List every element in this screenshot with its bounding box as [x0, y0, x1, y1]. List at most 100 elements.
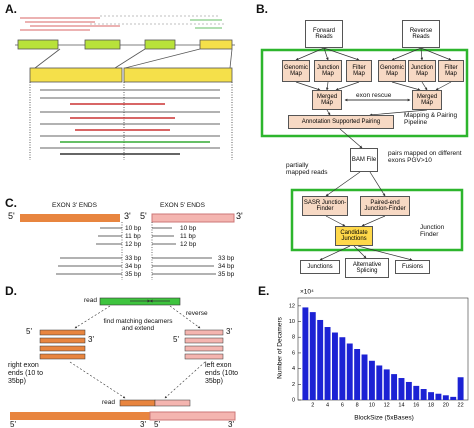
x-tick-label: 16 — [413, 402, 419, 408]
bar — [383, 369, 390, 400]
bar — [368, 360, 375, 400]
node: BAM File — [350, 148, 378, 172]
end-label: 5' — [10, 420, 16, 428]
bar — [435, 393, 442, 400]
panel-label: B. — [256, 2, 268, 16]
bar — [457, 377, 464, 400]
end-label: 3' — [236, 211, 243, 221]
label: read — [84, 297, 98, 304]
note: pairs mapped on different exons PGV>10 — [388, 150, 462, 164]
node: Junctions — [300, 260, 340, 274]
note: exon rescue — [356, 92, 392, 99]
panel-d-art — [10, 297, 236, 421]
end-label: 3' — [140, 420, 146, 428]
length-label: 12 bp — [180, 241, 197, 248]
node: Reverse Reads — [402, 20, 440, 48]
node: Paired-end Junction-Finder — [360, 196, 410, 216]
node: Genomic Map — [282, 60, 310, 82]
length-label: 35 bp — [125, 271, 142, 278]
bar — [376, 365, 383, 400]
x-tick-label: 4 — [326, 402, 329, 408]
panel-label: E. — [258, 284, 270, 298]
node: Filter Map — [438, 60, 464, 82]
y-tick-label: 12 — [289, 303, 295, 309]
length-label: 34 bp — [218, 263, 235, 270]
node: Forward Reads — [305, 20, 343, 48]
label: reverse — [186, 310, 208, 317]
end-label: 5' — [26, 327, 32, 336]
note: partially mapped reads — [286, 162, 328, 176]
end-label: 5' — [8, 211, 15, 221]
bar — [317, 319, 324, 400]
label: left exon ends (10to 35bp) — [205, 362, 239, 385]
bar — [398, 378, 405, 400]
node: Genomic Map — [378, 60, 406, 82]
note: Junction Finder — [420, 224, 445, 238]
x-tick-label: 6 — [341, 402, 344, 408]
x-tick-label: 22 — [458, 402, 464, 408]
end-label: 5' — [173, 335, 179, 344]
node: Merged Map — [412, 90, 442, 110]
label: find matching decamers and extend — [103, 318, 173, 332]
x-tick-label: 14 — [398, 402, 404, 408]
x-tick-label: 18 — [428, 402, 434, 408]
bar — [391, 374, 398, 400]
node: Junction Map — [408, 60, 436, 82]
y-tick-label: 2 — [292, 382, 295, 388]
end-label: 3' — [228, 420, 234, 428]
x-tick-label: 8 — [356, 402, 359, 408]
x-tick-label: 12 — [384, 402, 390, 408]
length-label: 33 bp — [125, 255, 142, 262]
length-label: 35 bp — [218, 271, 235, 278]
length-label: 10 bp — [125, 225, 142, 232]
bar — [324, 327, 331, 400]
length-label: 34 bp — [125, 263, 142, 270]
bar — [354, 349, 361, 400]
panel-c-art — [20, 213, 235, 280]
panel-label: D. — [5, 284, 17, 298]
y-tick-label: 4 — [292, 366, 295, 372]
bar — [405, 381, 412, 400]
bar — [450, 396, 457, 400]
header: EXON 3' ENDS — [52, 202, 97, 209]
y-tick-label: 10 — [289, 319, 295, 325]
node: Junction Map — [314, 60, 342, 82]
bar — [428, 392, 434, 400]
label: right exon ends (10 to 35bp) — [8, 362, 44, 385]
node: Filter Map — [346, 60, 372, 82]
panel-label: C. — [5, 196, 17, 210]
y-multiplier: ×10⁴ — [300, 289, 314, 296]
x-tick-label: 2 — [311, 402, 314, 408]
node: Fusions — [395, 260, 430, 274]
length-label: 33 bp — [218, 255, 235, 262]
y-axis-label: Number of Decamers — [277, 316, 284, 379]
y-tick-label: 6 — [292, 350, 295, 356]
bar — [361, 354, 368, 400]
end-label: 5' — [154, 420, 160, 428]
node: Alternative Splicing — [345, 258, 389, 278]
bar — [413, 385, 420, 400]
plot-frame — [297, 297, 469, 401]
panel-a-art — [15, 15, 235, 160]
node: Candidate Junctions — [335, 226, 373, 246]
bar — [420, 389, 427, 400]
length-label: 10 bp — [180, 225, 197, 232]
panel-label: A. — [5, 2, 17, 16]
bar — [302, 307, 309, 400]
note: Mapping & Pairing Pipeline — [404, 112, 458, 126]
y-tick-label: 0 — [292, 397, 295, 403]
end-label: 5' — [140, 211, 147, 221]
end-label: 3' — [124, 211, 131, 221]
label: read — [102, 399, 116, 406]
length-label: 11 bp — [180, 233, 196, 240]
x-tick-label: 20 — [443, 402, 449, 408]
bar — [442, 395, 449, 400]
bar — [346, 343, 353, 400]
bar — [332, 332, 338, 400]
end-label: 3' — [226, 327, 232, 336]
end-label: 3' — [88, 335, 94, 344]
x-tick-label: 10 — [369, 402, 375, 408]
